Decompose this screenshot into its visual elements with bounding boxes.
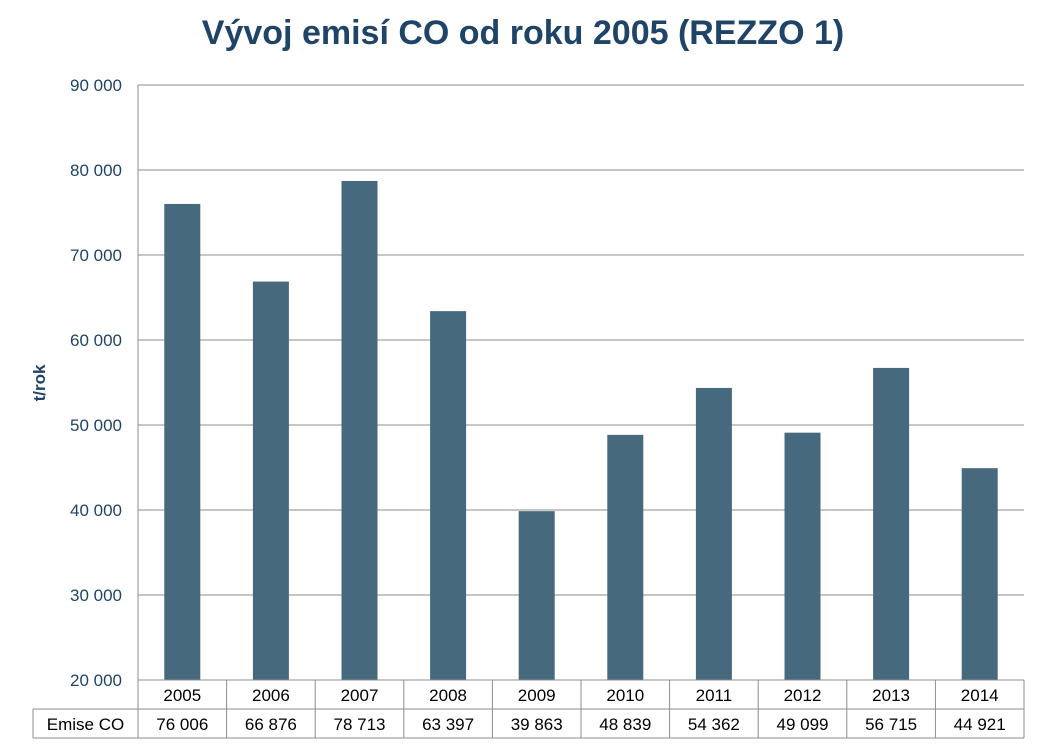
data-label: 49 099 (777, 715, 829, 734)
bar (164, 203, 201, 680)
x-tick-label: 2012 (784, 686, 822, 705)
y-tick-label: 80 000 (70, 161, 122, 180)
x-tick-label: 2006 (252, 686, 290, 705)
data-label: 63 397 (422, 715, 474, 734)
data-label: 54 362 (688, 715, 740, 734)
y-tick-label: 60 000 (70, 331, 122, 350)
x-tick-label: 2005 (163, 686, 201, 705)
data-label: 48 839 (599, 715, 651, 734)
y-tick-label: 90 000 (70, 76, 122, 95)
bar (784, 432, 821, 680)
y-tick-label: 30 000 (70, 586, 122, 605)
bar (252, 281, 289, 680)
data-label: 78 713 (334, 715, 386, 734)
bar (607, 434, 644, 680)
x-tick-label: 2009 (518, 686, 556, 705)
x-tick-label: 2010 (606, 686, 644, 705)
data-table: 2005 76 006 2006 66 876 2007 78 713 2008 63 397… (32, 679, 1025, 739)
bars (164, 180, 998, 680)
x-tick-label: 2014 (961, 686, 999, 705)
series-name-label: Emise CO (47, 715, 124, 734)
data-label: 39 863 (511, 715, 563, 734)
x-tick-label: 2011 (696, 686, 733, 705)
data-label: 44 921 (954, 715, 1006, 734)
y-tick-label: 70 000 (70, 246, 122, 265)
data-label: 56 715 (865, 715, 917, 734)
bar (695, 387, 732, 680)
y-tick-label: 40 000 (70, 501, 122, 520)
bar (518, 511, 555, 680)
x-tick-label: 2007 (341, 686, 379, 705)
bar (961, 468, 998, 680)
y-tick-label: 50 000 (70, 416, 122, 435)
bar (341, 180, 378, 680)
y-axis-ticks: 20 000 30 000 40 000 50 000 60 000 70 000 80 0… (70, 76, 122, 690)
x-tick-label: 2013 (872, 686, 910, 705)
y-tick-label: 20 000 (70, 671, 122, 690)
bar (873, 367, 910, 680)
bar (430, 311, 467, 680)
data-label: 66 876 (245, 715, 297, 734)
x-tick-label: 2008 (429, 686, 467, 705)
chart-title: Vývoj emisí CO od roku 2005 (REZZO 1) (201, 14, 845, 52)
data-label: 76 006 (156, 715, 208, 734)
